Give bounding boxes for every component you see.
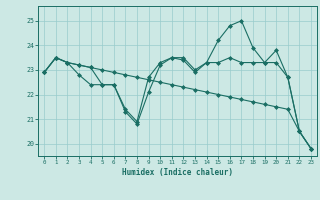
X-axis label: Humidex (Indice chaleur): Humidex (Indice chaleur) xyxy=(122,168,233,177)
